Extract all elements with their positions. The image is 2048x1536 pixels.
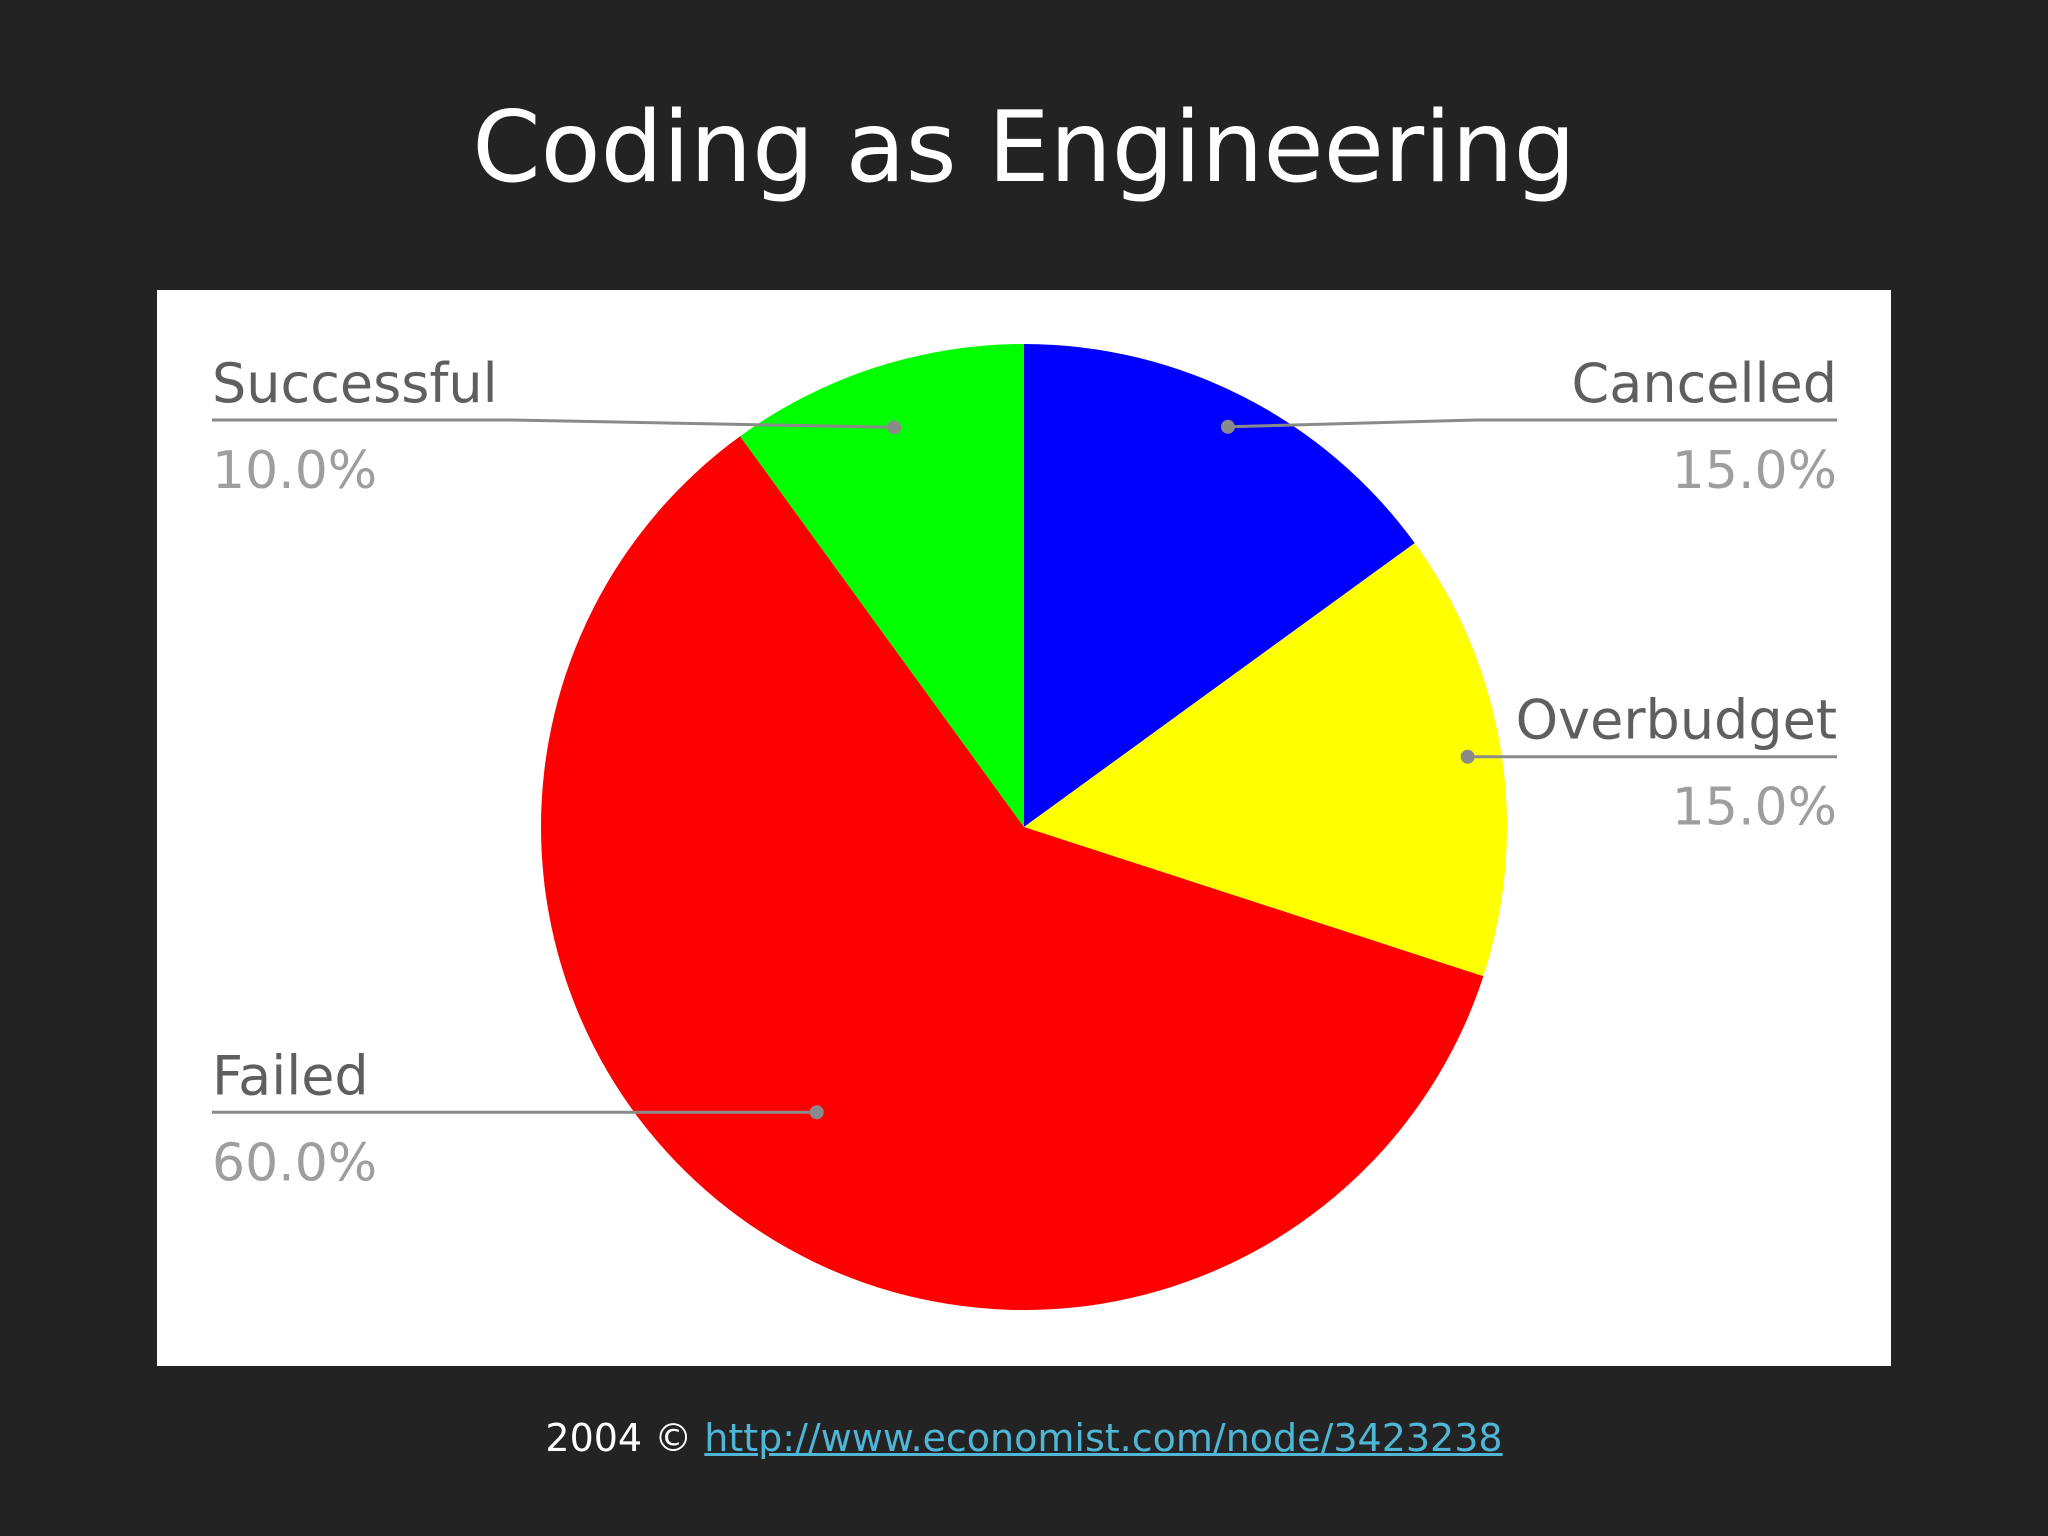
slice-percent-successful: 10.0% <box>212 441 377 501</box>
pie-slice-successful <box>740 344 1024 827</box>
leader-dot-cancelled <box>1220 419 1235 434</box>
pie-slices <box>541 344 1507 1310</box>
pie-chart-panel: Cancelled 15.0% Overbudget 15.0% Failed 60.0%… <box>157 290 1891 1366</box>
pie-chart: Cancelled 15.0% Overbudget 15.0% Failed 60.0%… <box>212 344 1837 1310</box>
slice-percent-overbudget: 15.0% <box>1672 778 1837 838</box>
leader-dot-failed <box>809 1105 824 1120</box>
pie-slice-failed <box>541 436 1484 1310</box>
source-footer: 2004 © http://www.economist.com/node/342… <box>0 1410 2048 1466</box>
copyright-text: 2004 © <box>545 1416 693 1460</box>
leader-line-cancelled <box>1227 418 1837 429</box>
slice-percent-cancelled: 15.0% <box>1672 441 1837 501</box>
leader-line-successful <box>212 418 895 429</box>
slice-label-successful: Successful <box>212 352 498 415</box>
slice-labels: Cancelled 15.0% Overbudget 15.0% Failed 60.0%… <box>212 352 1837 1193</box>
leader-dot-overbudget <box>1460 749 1475 764</box>
leader-dot-successful <box>887 420 902 435</box>
pie-slice-overbudget <box>1024 543 1507 977</box>
pie-slice-cancelled <box>1024 344 1415 827</box>
slice-label-failed: Failed <box>212 1044 369 1107</box>
leader-lines <box>212 418 1837 1120</box>
slice-percent-failed: 60.0% <box>212 1133 377 1193</box>
source-link[interactable]: http://www.economist.com/node/3423238 <box>704 1416 1503 1460</box>
slice-label-cancelled: Cancelled <box>1572 352 1837 415</box>
slide-title: Coding as Engineering <box>472 91 1576 205</box>
slice-label-overbudget: Overbudget <box>1516 689 1837 752</box>
